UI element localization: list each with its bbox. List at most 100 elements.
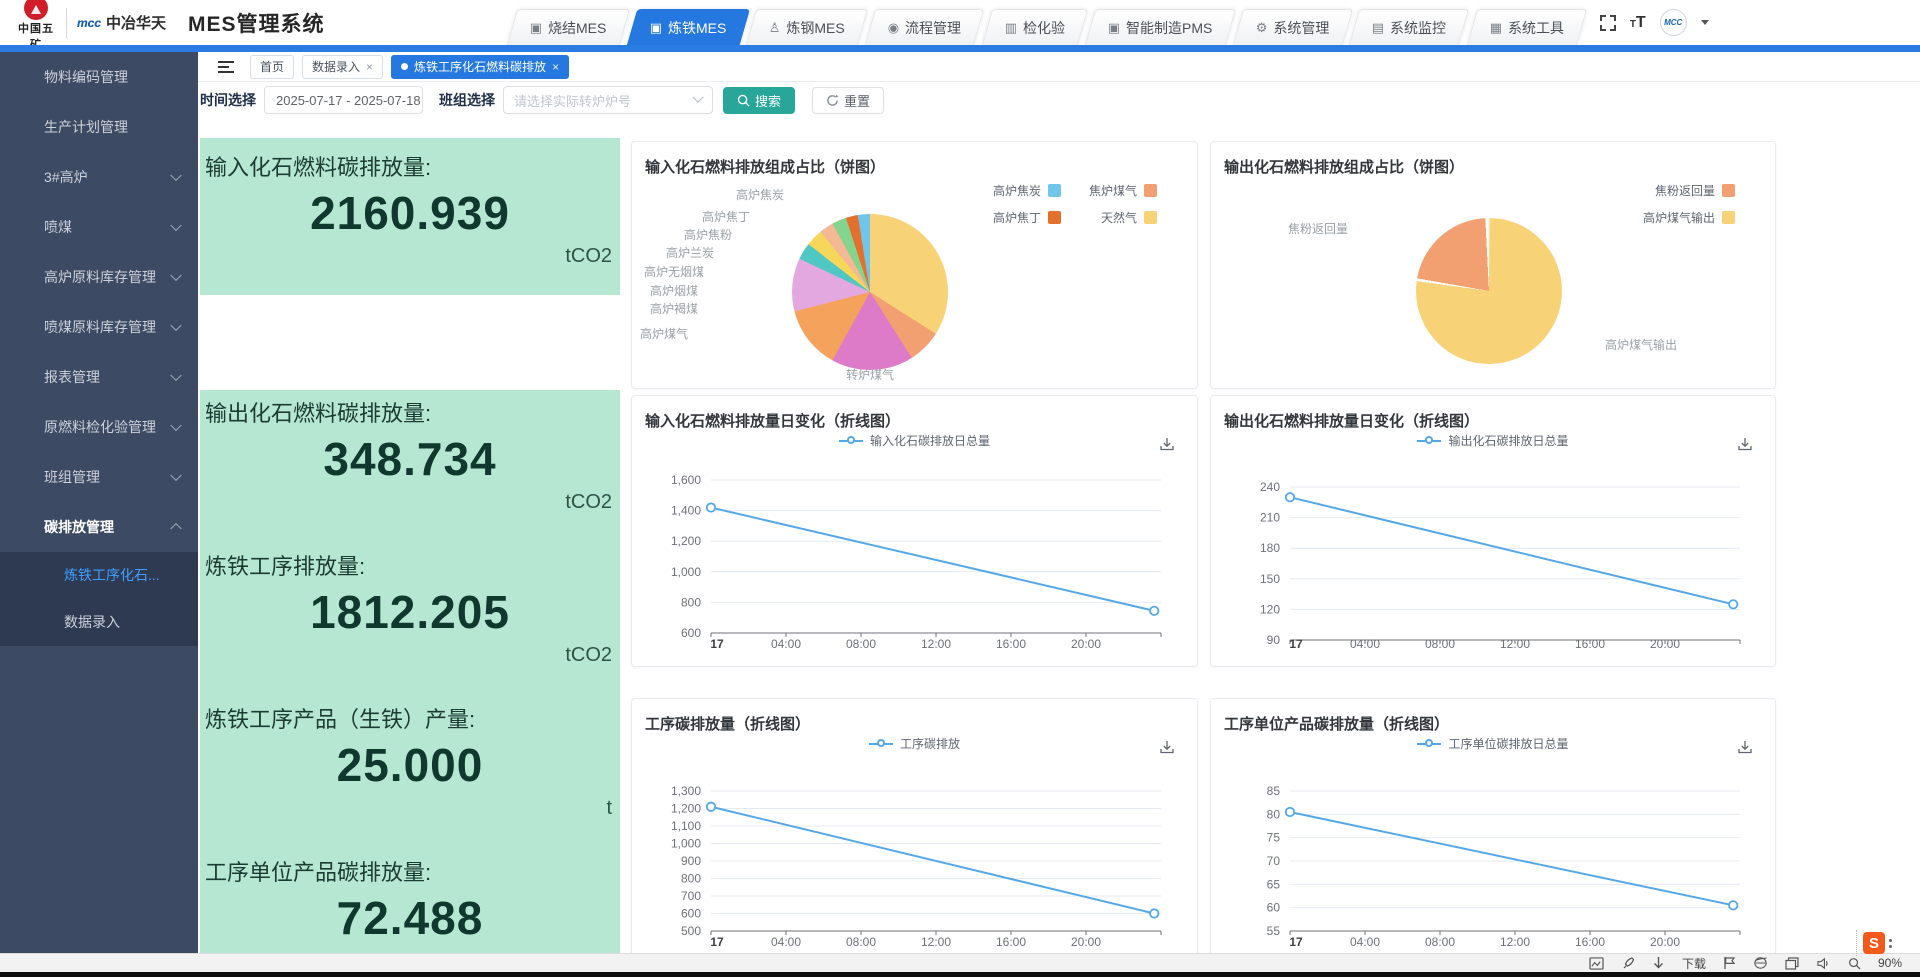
date-range-value: 2025-07-17 - 2025-07-18 <box>276 92 421 108</box>
sidebar-item-喷煤原料库存管理[interactable]: 喷煤原料库存管理 <box>0 302 198 352</box>
user-avatar[interactable]: MCC <box>1659 9 1687 36</box>
legend-circle-icon <box>876 738 885 747</box>
sidebar-item-label: 碳排放管理 <box>44 519 114 535</box>
svg-text:80: 80 <box>1267 807 1281 821</box>
nav-tab-系统监控[interactable]: ▤ 系统监控 <box>1349 9 1470 45</box>
line-legend[interactable]: 工序碳排放 <box>632 735 1197 752</box>
date-range-input[interactable]: 2025-07-17 - 2025-07-18 <box>264 86 423 114</box>
legend-item-焦粉返回量[interactable]: 焦粉返回量 <box>1643 182 1735 199</box>
fullscreen-icon[interactable] <box>1599 14 1616 31</box>
monitor-icon: ▣ <box>649 19 662 35</box>
group-select[interactable]: 请选择实际转炉炉号 <box>503 86 713 114</box>
sidebar-item-生产计划管理[interactable]: 生产计划管理 <box>0 102 198 152</box>
sidebar-item-高炉原料库存管理[interactable]: 高炉原料库存管理 <box>0 252 198 302</box>
sidebar-item-3#高炉[interactable]: 3#高炉 <box>0 152 198 202</box>
nav-tab-智能制造PMS[interactable]: ▣ 智能制造PMS <box>1084 9 1236 45</box>
ie-browser-icon[interactable] <box>1753 956 1768 970</box>
user-menu-caret-icon[interactable] <box>1700 20 1709 25</box>
sogou-icon[interactable]: S <box>1863 932 1885 954</box>
sidebar-item-喷煤[interactable]: 喷煤 <box>0 202 198 252</box>
sidebar-collapse-icon[interactable] <box>218 60 234 73</box>
brand-area: 中国五矿 mcc 中冶华天 MES管理系统 <box>0 0 505 51</box>
chart-image-icon[interactable] <box>1589 956 1604 970</box>
nav-tab-text: 系统监控 <box>1390 19 1447 36</box>
nav-tab-检化验[interactable]: ▥ 检化验 <box>981 9 1089 45</box>
legend-color-chip <box>1722 184 1735 197</box>
nav-tab-流程管理[interactable]: ◉ 流程管理 <box>865 9 985 45</box>
legend-circle-icon <box>1425 435 1434 444</box>
legend-item-高炉焦炭[interactable]: 高炉焦炭 <box>993 182 1061 199</box>
line-chart-svg-line-unit-product: 85 80 75 70 65 60 55 17 04:00 08:00 12:00 16:00 20:0… <box>1267 784 1741 949</box>
download-arrow-icon[interactable] <box>1652 956 1665 970</box>
close-icon[interactable]: × <box>366 59 374 74</box>
search-button[interactable]: 搜索 <box>723 86 796 114</box>
chevron-down-icon <box>170 419 182 432</box>
nav-tab-系统管理[interactable]: ⚙ 系统管理 <box>1232 9 1353 45</box>
lab-icon: ▥ <box>1004 19 1017 35</box>
font-size-icon[interactable]: TT <box>1629 13 1646 31</box>
sidebar-item-物料编码管理[interactable]: 物料编码管理 <box>0 52 198 102</box>
download-icon <box>1160 741 1174 754</box>
sidebar-item-班组管理[interactable]: 班组管理 <box>0 452 198 502</box>
sidebar-submenu: 炼铁工序化石... 数据录入 <box>0 552 198 646</box>
nav-tab-text: 炼铁MES <box>667 19 727 36</box>
download-chart-button[interactable] <box>1737 436 1753 457</box>
nav-tab-烧结MES[interactable]: ▣ 烧结MES <box>506 9 630 45</box>
badge-more-dots-icon[interactable] <box>1889 938 1892 948</box>
line-legend[interactable]: 输入化石碳排放日总量 <box>632 432 1197 449</box>
sidebar-item-label: 生产计划管理 <box>44 119 128 135</box>
open-page-tags: 首页 数据录入 × 炼铁工序化石燃料碳排放 × <box>250 54 577 79</box>
svg-text:20:00: 20:00 <box>1650 637 1680 651</box>
nav-tab-炼铁MES[interactable]: ▣ 炼铁MES <box>626 9 750 45</box>
browser-status-bar: 下载 90% <box>0 953 1920 972</box>
legend-line-marker-icon <box>838 435 863 444</box>
close-icon[interactable]: × <box>552 59 560 74</box>
svg-text:04:00: 04:00 <box>771 637 801 651</box>
svg-text:1,400: 1,400 <box>671 504 701 518</box>
download-label[interactable]: 下载 <box>1681 956 1706 971</box>
nav-tab-text: 检化验 <box>1022 19 1065 36</box>
nav-tab-text: 炼钢MES <box>786 19 846 36</box>
download-chart-button[interactable] <box>1159 739 1175 760</box>
nav-tab-label: ⚙ 系统管理 <box>1255 18 1329 38</box>
bottom-black-strip <box>0 972 1920 977</box>
sidebar-item-报表管理[interactable]: 报表管理 <box>0 352 198 402</box>
download-chart-button[interactable] <box>1159 436 1175 457</box>
legend-item-高炉煤气输出[interactable]: 高炉煤气输出 <box>1643 209 1735 226</box>
nav-tab-系统工具[interactable]: ▦ 系统工具 <box>1466 9 1587 45</box>
legend-item-天然气[interactable]: 天然气 <box>1089 209 1157 226</box>
magnifier-icon[interactable] <box>1848 957 1861 970</box>
nav-tab-text: 烧结MES <box>548 19 607 36</box>
legend-label: 天然气 <box>1100 211 1137 225</box>
svg-text:04:00: 04:00 <box>771 935 801 949</box>
sidebar-item-碳排放管理[interactable]: 碳排放管理 <box>0 502 198 552</box>
pie-legend: 高炉焦炭 焦炉煤气高炉焦丁 天然气 <box>993 182 1157 226</box>
page-tag-首页[interactable]: 首页 <box>250 54 295 79</box>
download-chart-button[interactable] <box>1737 739 1753 760</box>
reset-button[interactable]: 重置 <box>812 86 885 114</box>
nav-tab-炼钢MES[interactable]: ♙ 炼钢MES <box>746 9 869 45</box>
svg-text:1,200: 1,200 <box>671 534 701 548</box>
svg-text:04:00: 04:00 <box>1350 935 1380 949</box>
zoom-level[interactable]: 90% <box>1877 956 1902 970</box>
flag-icon[interactable] <box>1723 956 1736 970</box>
page-tag-炼铁工序化石燃料碳排放[interactable]: 炼铁工序化石燃料碳排放 × <box>391 54 570 79</box>
legend-circle-icon <box>846 435 855 444</box>
window-tile-icon[interactable] <box>1785 956 1799 970</box>
legend-item-高炉焦丁[interactable]: 高炉焦丁 <box>993 209 1061 226</box>
stat-group-1: 输出化石燃料碳排放量: 348.734 tCO2 <box>200 397 620 517</box>
speaker-icon[interactable] <box>1816 957 1831 970</box>
sidebar-subitem-炼铁工序化石...[interactable]: 炼铁工序化石... <box>64 567 160 583</box>
page-tag-数据录入[interactable]: 数据录入 × <box>302 54 384 79</box>
line-legend[interactable]: 工序单位碳排放日总量 <box>1211 735 1775 752</box>
stat-value: 348.734 <box>323 433 497 485</box>
stat-unit: tCO2 <box>565 245 612 267</box>
svg-text:17: 17 <box>1289 637 1303 651</box>
rocket-icon[interactable] <box>1621 956 1635 970</box>
legend-item-焦炉煤气[interactable]: 焦炉煤气 <box>1089 182 1157 199</box>
sidebar-subitem-数据录入[interactable]: 数据录入 <box>64 614 120 630</box>
sidebar-item-原燃料检化验管理[interactable]: 原燃料检化验管理 <box>0 402 198 452</box>
chevron-down-icon <box>170 469 182 482</box>
stat-title: 输出化石燃料碳排放量: <box>205 401 432 426</box>
line-legend[interactable]: 输出化石碳排放日总量 <box>1211 432 1775 449</box>
